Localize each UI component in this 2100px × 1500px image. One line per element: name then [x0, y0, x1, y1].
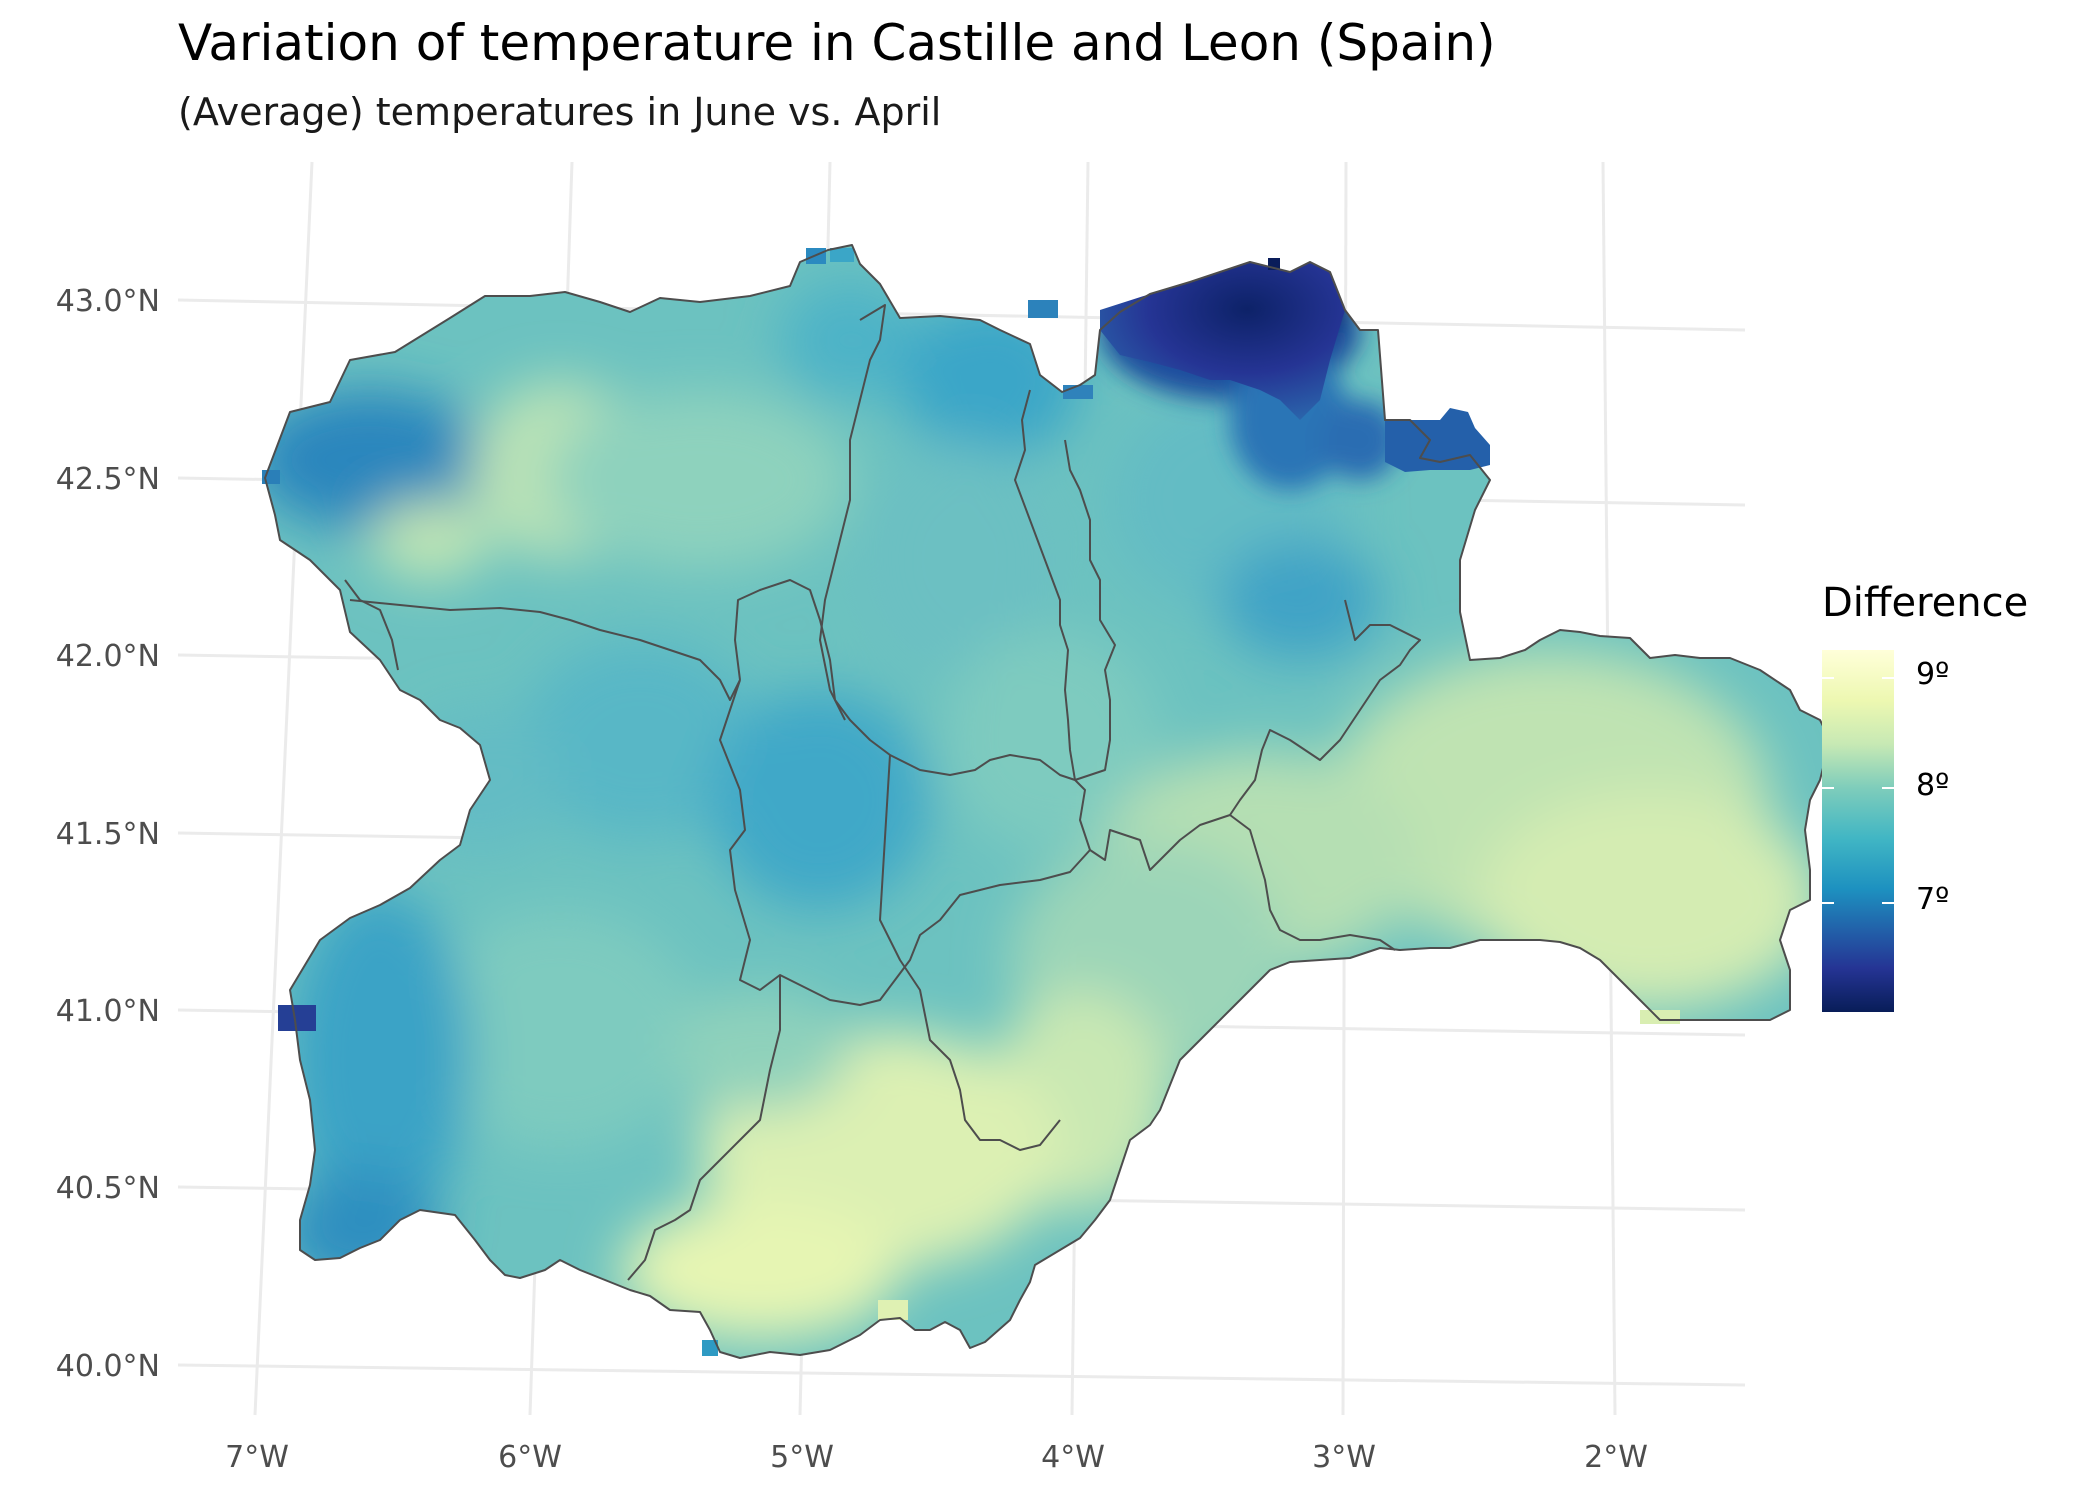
lat-label: 42.5°N [56, 462, 160, 497]
legend-colorbar [1822, 650, 1894, 1012]
legend-label: 9º [1916, 657, 1950, 692]
lon-label: 3°W [1312, 1440, 1376, 1475]
legend-tick [1822, 677, 1894, 679]
lat-label: 42.0°N [56, 639, 160, 674]
lon-label: 2°W [1584, 1440, 1648, 1475]
chart-subtitle: (Average) temperatures in June vs. April [178, 90, 942, 134]
raster-fringe [262, 248, 1680, 1356]
lat-label: 43.0°N [56, 284, 160, 319]
lon-label: 4°W [1041, 1440, 1105, 1475]
lon-label: 6°W [498, 1440, 562, 1475]
lon-axis: 7°W 6°W 5°W 4°W 3°W 2°W [225, 1440, 1648, 1475]
lat-label: 41.5°N [56, 817, 160, 852]
chart-title: Variation of temperature in Castille and… [178, 14, 1496, 72]
lat-axis: 43.0°N 42.5°N 42.0°N 41.5°N 41.0°N 40.5°… [56, 284, 160, 1384]
legend-tick [1822, 902, 1894, 904]
lon-label: 7°W [225, 1440, 289, 1475]
legend-tick [1822, 787, 1894, 789]
lat-label: 41.0°N [56, 994, 160, 1029]
lon-label: 5°W [770, 1440, 834, 1475]
province-borders [264, 244, 1831, 1359]
lat-label: 40.5°N [56, 1171, 160, 1206]
legend-label: 7º [1916, 882, 1950, 917]
legend-label: 8º [1916, 768, 1950, 803]
lat-label: 40.0°N [56, 1349, 160, 1384]
legend-title: Difference [1822, 580, 2029, 626]
